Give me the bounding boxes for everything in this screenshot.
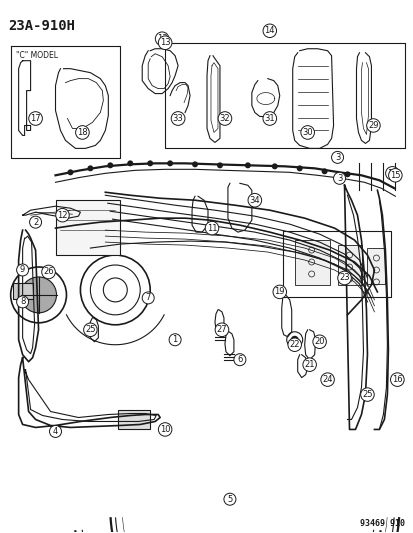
Text: 27: 27 [216, 325, 227, 334]
Circle shape [321, 168, 327, 174]
Text: 18: 18 [77, 128, 88, 137]
Circle shape [21, 277, 56, 313]
Text: 3: 3 [334, 153, 339, 162]
Text: 12: 12 [57, 211, 68, 220]
Text: 15: 15 [389, 171, 400, 180]
Text: 6: 6 [237, 355, 242, 364]
Circle shape [147, 160, 153, 166]
Circle shape [290, 336, 298, 344]
Text: 15: 15 [386, 169, 396, 178]
Circle shape [107, 163, 113, 168]
Circle shape [344, 171, 350, 177]
Bar [118, 409, 150, 430]
Text: 93469 910: 93469 910 [359, 519, 404, 528]
Text: 33: 33 [172, 114, 183, 123]
Text: 4: 4 [53, 427, 58, 436]
Text: 3: 3 [336, 174, 342, 183]
Text: 13: 13 [159, 38, 170, 47]
Text: 32: 32 [219, 114, 230, 123]
Text: 2: 2 [33, 217, 38, 227]
Text: 20: 20 [313, 337, 324, 346]
Text: 11: 11 [206, 224, 217, 232]
Text: 29: 29 [367, 121, 378, 130]
Circle shape [296, 165, 302, 171]
Circle shape [271, 163, 277, 169]
Text: 34: 34 [249, 196, 259, 205]
Bar [337, 245, 362, 285]
Text: 13: 13 [157, 34, 167, 43]
Text: 7: 7 [145, 293, 150, 302]
Circle shape [192, 161, 197, 167]
Bar [367, 248, 385, 284]
Text: 8: 8 [20, 297, 25, 306]
Text: 16: 16 [391, 375, 402, 384]
FancyBboxPatch shape [55, 200, 120, 255]
Text: 10: 10 [159, 425, 170, 434]
Circle shape [127, 160, 133, 166]
Bar [294, 240, 329, 285]
Circle shape [87, 165, 93, 171]
Text: 25: 25 [361, 390, 372, 399]
Text: 5: 5 [227, 495, 232, 504]
Circle shape [67, 169, 73, 175]
Text: 25: 25 [85, 325, 95, 334]
Text: 23A-910H: 23A-910H [9, 19, 76, 33]
Text: 21: 21 [304, 360, 314, 369]
Bar [13, 283, 33, 299]
Text: 17: 17 [30, 114, 41, 123]
Circle shape [244, 163, 250, 168]
Text: 30: 30 [301, 128, 312, 137]
Text: 31: 31 [264, 114, 274, 123]
Text: 14: 14 [264, 26, 274, 35]
Text: 19: 19 [274, 287, 284, 296]
Text: 26: 26 [43, 268, 54, 277]
Text: 23: 23 [338, 273, 349, 282]
Text: "C" MODEL: "C" MODEL [16, 51, 57, 60]
Circle shape [216, 163, 223, 168]
Text: 24: 24 [322, 375, 332, 384]
Text: 1: 1 [172, 335, 177, 344]
Text: 22: 22 [289, 340, 299, 349]
Text: 9: 9 [20, 265, 25, 274]
Circle shape [167, 160, 173, 166]
